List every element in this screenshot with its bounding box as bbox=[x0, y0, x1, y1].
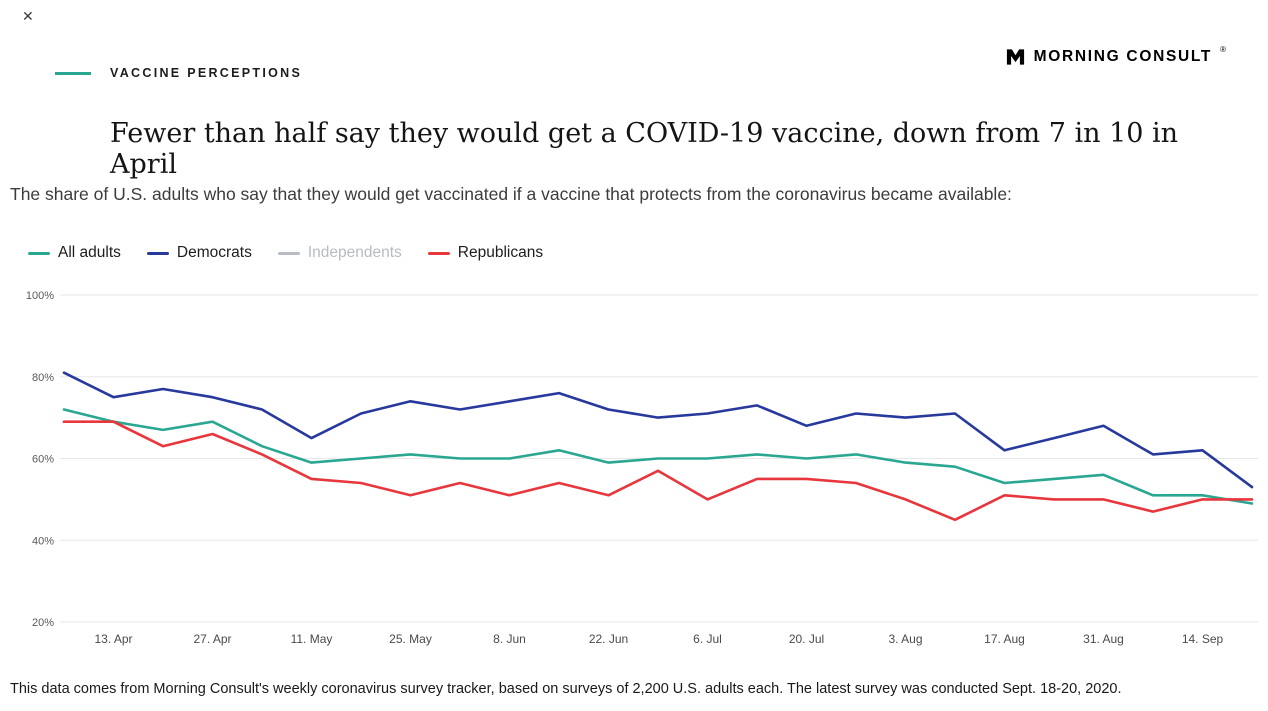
x-axis-label: 27. Apr bbox=[193, 632, 231, 646]
x-axis-label: 11. May bbox=[291, 632, 333, 646]
legend: All adults Democrats Independents Republica… bbox=[28, 244, 543, 262]
x-axis-label: 17. Aug bbox=[984, 632, 1025, 646]
y-axis-label: 40% bbox=[32, 535, 54, 547]
legend-marker-icon bbox=[427, 251, 450, 255]
y-axis-label: 60% bbox=[32, 454, 54, 466]
line-chart: 20% 40% 60% 80% 100% 13. Apr 27. Apr 11. May 25.… bbox=[20, 286, 1260, 650]
legend-item-democrats[interactable]: Democrats bbox=[146, 244, 252, 262]
kicker: VACCINE PERCEPTIONS bbox=[110, 66, 303, 80]
x-axis-label: 31. Aug bbox=[1083, 632, 1124, 646]
x-axis-label: 14. Sep bbox=[1182, 632, 1224, 646]
x-axis-label: 3. Aug bbox=[888, 632, 922, 646]
morning-consult-logo: MORNING CONSULT ® bbox=[1005, 45, 1226, 72]
y-axis-label: 100% bbox=[26, 290, 54, 302]
x-axis-label: 25. May bbox=[389, 632, 432, 646]
legend-item-republicans[interactable]: Republicans bbox=[427, 244, 544, 262]
series-line-republicans bbox=[62, 420, 1254, 522]
chart-svg: 20% 40% 60% 80% 100% 13. Apr 27. Apr 11. May 25.… bbox=[26, 290, 1258, 646]
legend-marker-icon bbox=[277, 251, 300, 255]
legend-marker-icon bbox=[28, 251, 50, 255]
legend-label: Independents bbox=[307, 244, 402, 261]
x-axis-label: 22. Jun bbox=[589, 632, 628, 646]
x-axis-label: 13. Apr bbox=[94, 632, 132, 646]
legend-item-all-adults[interactable]: All adults bbox=[28, 244, 121, 262]
logo-wordmark: MORNING CONSULT bbox=[1033, 48, 1213, 65]
kicker-row: VACCINE PERCEPTIONS bbox=[55, 66, 302, 80]
legend-marker-icon bbox=[146, 251, 169, 255]
page-title: Fewer than half say they would get a COV… bbox=[110, 118, 1179, 181]
x-axis-label: 8. Jun bbox=[493, 632, 526, 646]
close-icon[interactable]: ✕ bbox=[22, 8, 34, 24]
x-axis-label: 6. Jul bbox=[693, 632, 722, 646]
legend-label: Democrats bbox=[176, 244, 252, 261]
source-note: This data comes from Morning Consult's w… bbox=[10, 681, 1122, 697]
legend-label: All adults bbox=[58, 244, 121, 261]
legend-item-independents[interactable]: Independents bbox=[277, 244, 402, 262]
y-axis-label: 80% bbox=[32, 372, 54, 384]
y-axis-label: 20% bbox=[32, 617, 54, 629]
registered-mark: ® bbox=[1220, 45, 1226, 54]
kicker-accent-line bbox=[55, 71, 91, 75]
chart-subtitle: The share of U.S. adults who say that th… bbox=[10, 184, 1012, 204]
series-line-democrats bbox=[62, 371, 1254, 489]
legend-label: Republicans bbox=[457, 244, 544, 261]
series-line-all-adults bbox=[62, 408, 1254, 505]
morning-consult-m-icon bbox=[1005, 47, 1026, 72]
x-axis-label: 20. Jul bbox=[789, 632, 824, 646]
